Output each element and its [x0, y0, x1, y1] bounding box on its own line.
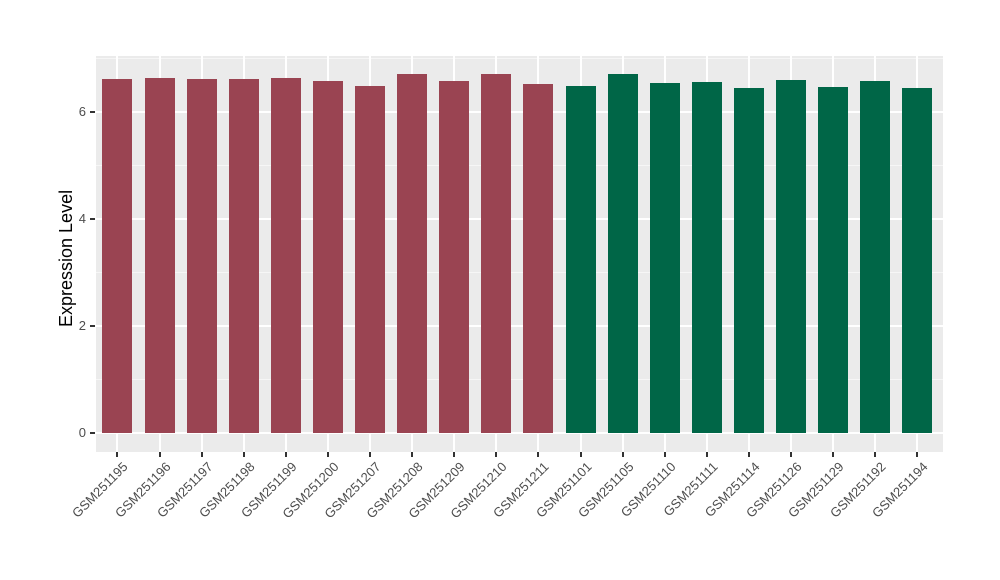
x-tick-mark — [621, 452, 624, 457]
bar — [186, 79, 217, 433]
minor-gridline-h — [96, 165, 943, 167]
x-tick-mark — [242, 452, 245, 457]
bar — [818, 86, 849, 433]
bar — [312, 80, 343, 433]
bar — [228, 78, 259, 433]
x-tick-mark — [116, 452, 119, 457]
y-tick-mark — [90, 218, 95, 221]
x-tick-mark — [874, 452, 877, 457]
x-tick-mark — [495, 452, 498, 457]
x-tick-mark — [369, 452, 371, 457]
plot-panel — [96, 56, 943, 452]
bar — [523, 83, 554, 433]
minor-gridline-h — [96, 272, 943, 274]
minor-gridline-h — [96, 58, 943, 60]
bar — [860, 81, 891, 433]
x-tick-mark — [832, 452, 835, 457]
x-tick-mark — [537, 452, 540, 457]
y-tick-label: 2 — [78, 318, 86, 334]
bar — [649, 83, 680, 433]
bar — [102, 79, 133, 433]
major-gridline-h — [96, 111, 943, 114]
y-tick-label: 6 — [78, 104, 86, 120]
bar — [607, 74, 638, 433]
major-gridline-h — [96, 432, 943, 434]
y-axis-title: Expression Level — [56, 189, 76, 327]
x-tick-mark — [790, 452, 792, 457]
y-tick-mark — [90, 111, 95, 114]
x-tick-mark — [705, 452, 708, 457]
x-tick-mark — [747, 452, 750, 457]
x-tick-mark — [200, 452, 203, 457]
bar — [902, 87, 933, 433]
bar — [691, 81, 722, 433]
x-tick-mark — [326, 452, 329, 457]
x-tick-mark — [663, 452, 666, 457]
minor-gridline-h — [96, 379, 943, 381]
major-gridline-h — [96, 325, 943, 328]
bar — [270, 78, 301, 433]
x-tick-mark — [453, 452, 456, 457]
major-gridline-h — [96, 218, 943, 221]
x-tick-mark — [411, 452, 414, 457]
y-tick-label: 0 — [78, 425, 86, 440]
x-tick-mark — [158, 452, 161, 457]
bar — [481, 73, 512, 433]
x-tick-mark — [916, 452, 919, 457]
bar — [733, 88, 764, 433]
x-tick-mark — [579, 452, 582, 457]
bar — [397, 74, 428, 433]
bar — [144, 78, 175, 433]
bar — [565, 85, 596, 433]
bar — [355, 86, 385, 433]
x-tick-mark — [284, 452, 287, 457]
y-tick-label: 4 — [78, 211, 86, 227]
y-tick-mark — [90, 432, 95, 434]
y-tick-mark — [90, 325, 95, 328]
bar — [776, 79, 806, 433]
bar — [439, 80, 470, 433]
